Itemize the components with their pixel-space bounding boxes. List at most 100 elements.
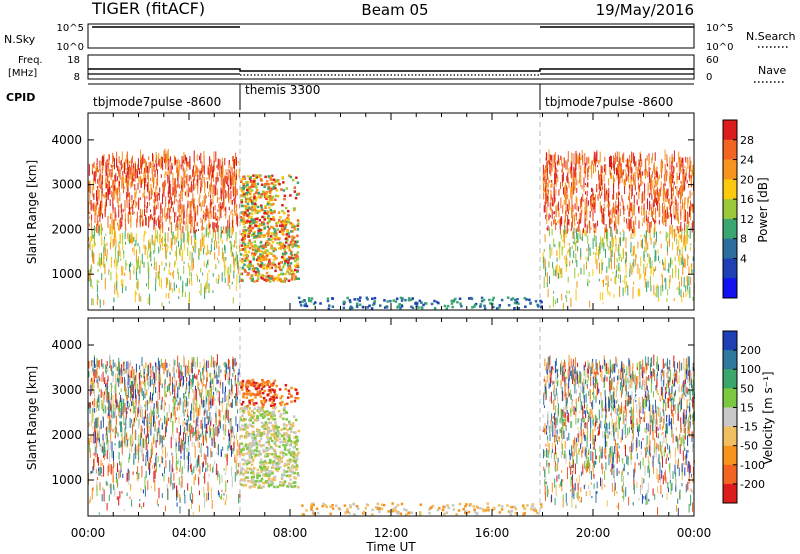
data-point	[197, 408, 199, 420]
data-point	[156, 230, 158, 243]
data-point	[630, 203, 632, 212]
data-point	[141, 465, 143, 478]
data-point	[138, 293, 140, 302]
data-point	[260, 263, 263, 267]
data-point	[197, 437, 199, 448]
data-point	[144, 209, 145, 216]
data-point	[633, 250, 635, 254]
data-point	[678, 268, 680, 280]
data-point	[134, 410, 136, 419]
data-point	[593, 157, 595, 162]
data-point	[446, 304, 450, 308]
data-point	[589, 221, 591, 234]
data-point	[162, 448, 164, 455]
data-point	[665, 231, 667, 242]
data-point	[599, 292, 601, 301]
data-point	[214, 212, 216, 217]
data-point	[280, 242, 283, 246]
data-point	[217, 425, 219, 437]
data-point	[161, 261, 163, 266]
data-point	[148, 190, 150, 201]
data-point	[630, 163, 632, 173]
data-point	[562, 305, 564, 310]
data-point	[671, 213, 672, 225]
data-point	[257, 249, 260, 253]
data-point	[280, 245, 283, 248]
data-point	[169, 196, 171, 200]
data-point	[673, 215, 675, 218]
data-point	[202, 165, 204, 172]
data-point	[162, 183, 163, 188]
data-point	[117, 292, 119, 298]
data-point	[638, 187, 640, 198]
data-point	[232, 156, 234, 162]
data-point	[133, 163, 135, 169]
data-point	[180, 164, 182, 170]
data-point	[155, 407, 157, 415]
data-point	[90, 496, 91, 503]
data-point	[568, 181, 570, 189]
data-point	[651, 194, 653, 200]
data-point	[147, 480, 149, 491]
data-point	[266, 264, 270, 267]
data-point	[150, 197, 151, 200]
data-point	[454, 297, 457, 301]
data-point	[640, 173, 642, 184]
data-point	[197, 275, 198, 282]
data-point	[673, 167, 675, 172]
data-point	[645, 211, 647, 216]
data-point	[119, 415, 121, 419]
data-point	[174, 411, 176, 423]
data-point	[666, 188, 668, 199]
data-point	[113, 238, 115, 246]
data-point	[112, 197, 114, 209]
data-point	[623, 152, 625, 163]
data-point	[628, 218, 630, 225]
data-point	[688, 276, 690, 286]
data-point	[259, 228, 262, 232]
data-point	[227, 445, 229, 451]
data-point	[169, 384, 171, 387]
data-point	[147, 166, 148, 173]
data-point	[174, 195, 176, 203]
data-point	[548, 213, 550, 220]
data-point	[271, 275, 274, 278]
data-point	[229, 240, 231, 243]
data-point	[295, 277, 299, 280]
data-point	[681, 157, 683, 163]
data-point	[211, 170, 213, 178]
data-point	[568, 219, 569, 225]
data-point	[106, 450, 108, 460]
data-point	[137, 183, 139, 190]
data-point	[656, 178, 658, 185]
data-point	[195, 419, 197, 429]
data-point	[547, 225, 549, 231]
data-point	[249, 189, 252, 192]
data-point	[182, 233, 184, 243]
data-point	[137, 386, 139, 391]
data-point	[260, 223, 264, 226]
data-point	[191, 184, 193, 193]
data-point	[224, 369, 226, 378]
data-point	[553, 216, 555, 224]
data-point	[205, 454, 207, 465]
data-point	[176, 502, 178, 507]
data-point	[113, 164, 115, 167]
data-point	[569, 246, 571, 258]
data-point	[198, 198, 200, 203]
data-point	[118, 245, 120, 256]
data-point	[149, 216, 151, 222]
data-point	[553, 199, 555, 204]
data-point	[604, 183, 606, 192]
data-point	[275, 224, 278, 228]
data-point	[143, 502, 145, 507]
data-point	[669, 282, 671, 287]
data-point	[200, 433, 202, 438]
data-point	[116, 158, 118, 168]
data-point	[121, 174, 123, 187]
data-point	[139, 384, 141, 394]
data-point	[220, 226, 222, 238]
data-point	[171, 272, 173, 276]
data-point	[101, 494, 103, 502]
data-point	[202, 237, 204, 247]
